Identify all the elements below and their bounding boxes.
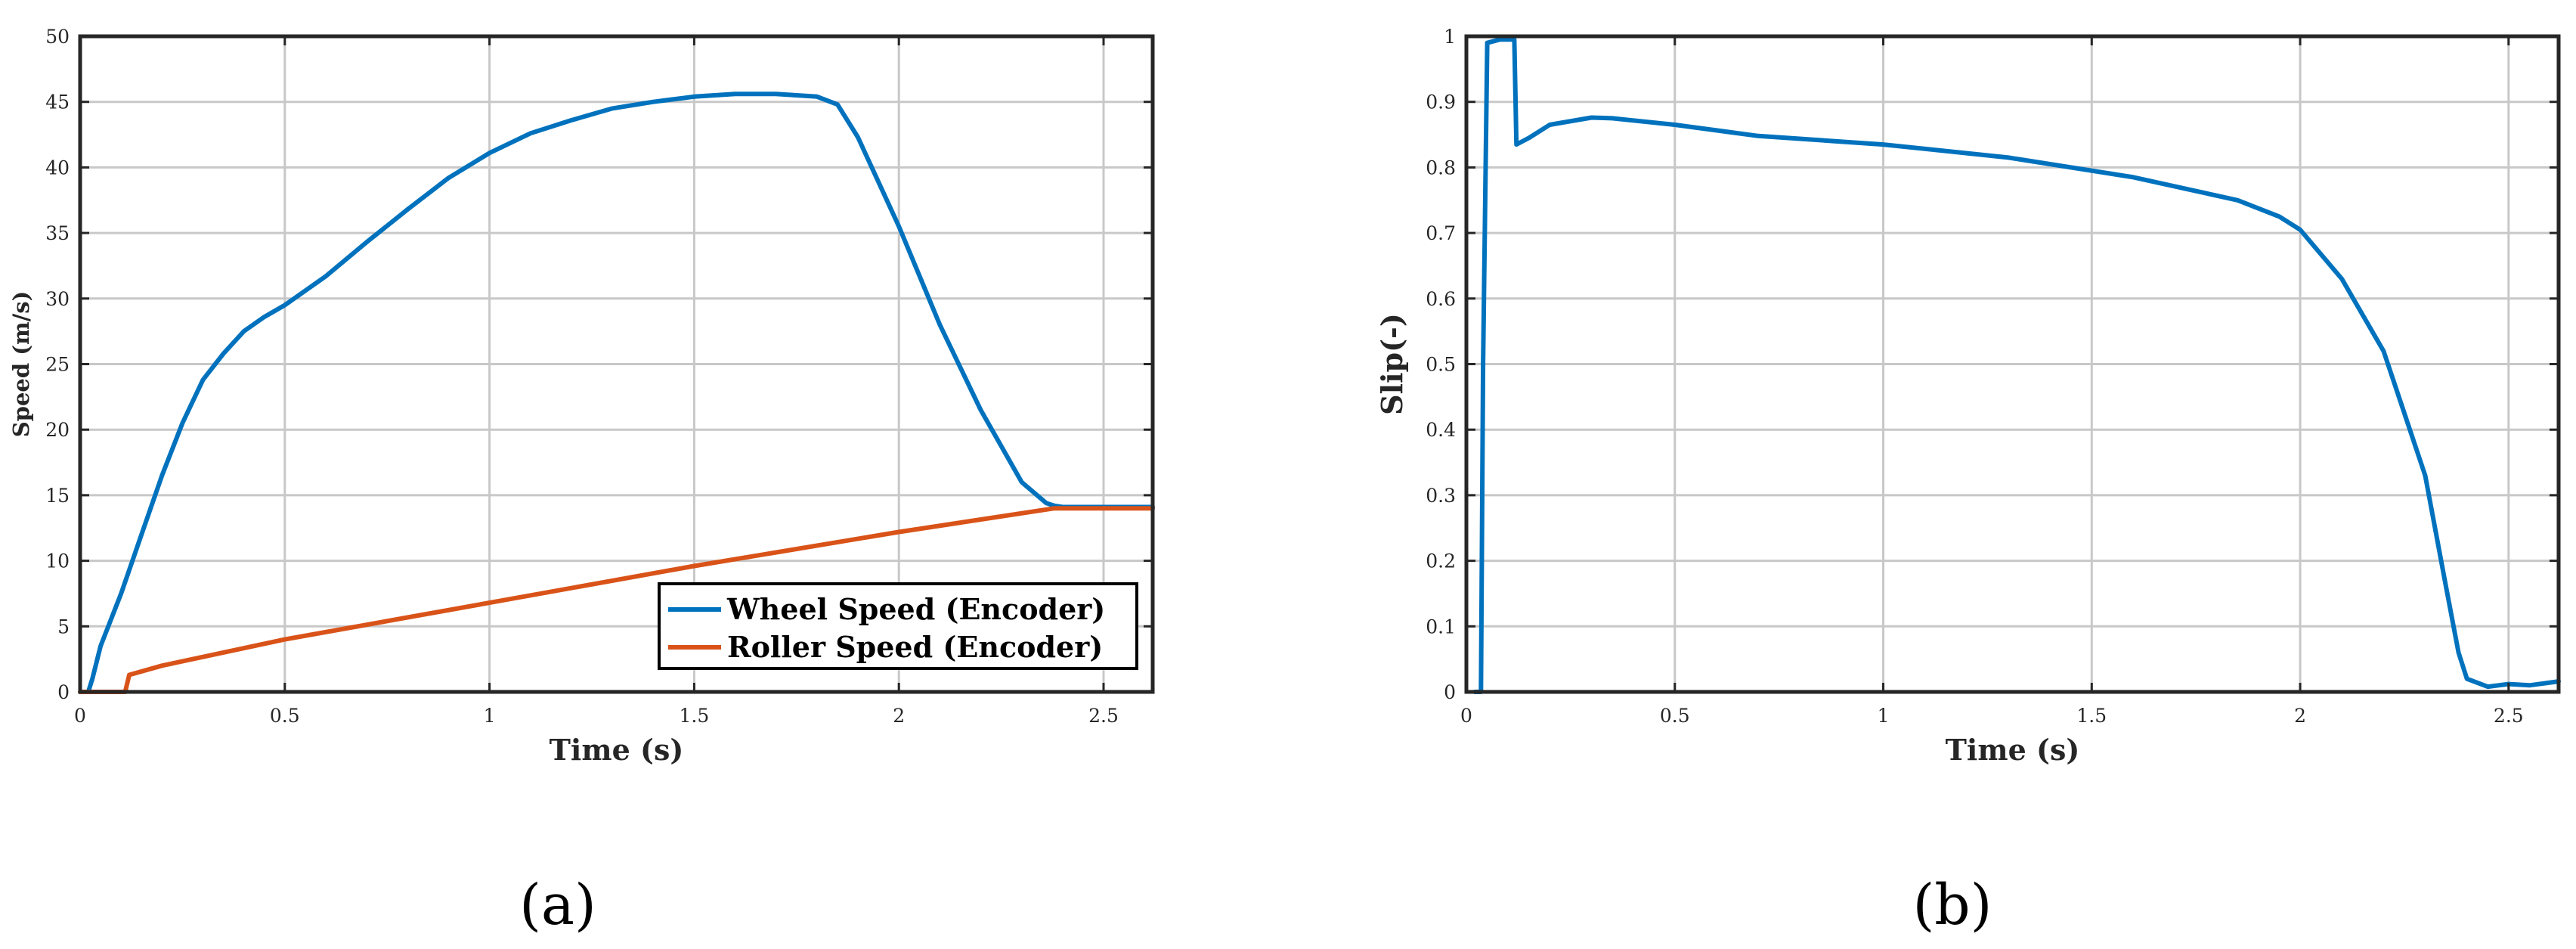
y-tick-label: 0.3 — [1426, 485, 1456, 507]
x-tick-label: 0.5 — [1660, 705, 1690, 727]
slip-chart-x-axis-label: Time (s) — [1946, 733, 2080, 767]
speed-chart-legend: Wheel Speed (Encoder) Roller Speed (Enco… — [658, 582, 1138, 670]
wheel-speed-line — [78, 91, 1155, 694]
speed-chart-series — [78, 91, 1155, 694]
speed-chart-ticks: 0 0.5 1 1.5 2 2.5 0 5 10 15 20 25 30 35 40 45 50 — [45, 26, 1153, 727]
y-tick-label: 15 — [45, 485, 70, 507]
legend-entry-wheel-speed: Wheel Speed (Encoder) — [726, 592, 1105, 626]
roller-speed-line — [78, 506, 1155, 694]
x-tick-label: 1 — [1878, 705, 1890, 727]
y-tick-label: 0.5 — [1426, 354, 1456, 376]
x-tick-label: 0 — [1460, 705, 1472, 727]
slip-chart-series — [1472, 37, 2561, 694]
y-tick-label: 0.2 — [1426, 550, 1456, 572]
y-tick-label: 20 — [45, 419, 70, 441]
slip-chart-ticks: 0 0.5 1 1.5 2 2.5 0 0.1 0.2 0.3 0.4 0.5 0.6 0.7 0.8 0.9… — [1426, 26, 2559, 727]
y-tick-label: 0.6 — [1426, 288, 1456, 310]
y-tick-label: 45 — [45, 91, 70, 113]
panel-label-a: (a) — [519, 873, 596, 938]
y-tick-label: 0.7 — [1426, 222, 1456, 244]
slip-chart-y-axis-label: Slip(-) — [1375, 313, 1409, 415]
y-tick-label: 35 — [45, 222, 70, 244]
y-tick-label: 0.4 — [1426, 419, 1456, 441]
x-tick-label: 1 — [484, 705, 496, 727]
legend-entry-roller-speed: Roller Speed (Encoder) — [727, 630, 1103, 664]
y-tick-label: 0 — [1444, 681, 1456, 703]
y-tick-label: 5 — [57, 616, 70, 637]
slip-chart: 0 0.5 1 1.5 2 2.5 0 0.1 0.2 0.3 0.4 0.5 0.6 0.7 0.8 0.9… — [1375, 26, 2561, 938]
y-tick-label: 30 — [45, 288, 70, 310]
panel-label-b: (b) — [1912, 873, 1992, 938]
legend-box — [658, 582, 1138, 670]
y-tick-label: 1 — [1444, 26, 1456, 48]
x-tick-label: 0.5 — [270, 705, 300, 727]
y-tick-label: 10 — [45, 550, 70, 572]
x-tick-label: 2.5 — [1088, 705, 1119, 727]
x-tick-label: 1.5 — [2076, 705, 2107, 727]
y-tick-label: 40 — [45, 157, 70, 178]
x-tick-label: 1.5 — [680, 705, 710, 727]
x-tick-label: 2.5 — [2494, 705, 2524, 727]
y-tick-label: 0.8 — [1426, 157, 1456, 178]
y-tick-label: 25 — [45, 354, 70, 376]
y-tick-label: 50 — [45, 26, 70, 48]
x-tick-label: 0 — [74, 705, 86, 727]
speed-chart-y-axis-label: Speed (m/s) — [8, 291, 34, 438]
y-tick-label: 0.9 — [1426, 91, 1456, 113]
slip-line — [1472, 37, 2561, 694]
y-tick-label: 0.1 — [1426, 616, 1456, 637]
x-tick-label: 2 — [2294, 705, 2306, 727]
y-tick-label: 0 — [57, 681, 70, 703]
x-tick-label: 2 — [893, 705, 905, 727]
speed-chart-grid — [80, 36, 1153, 692]
speed-chart-x-axis-label: Time (s) — [550, 733, 684, 767]
